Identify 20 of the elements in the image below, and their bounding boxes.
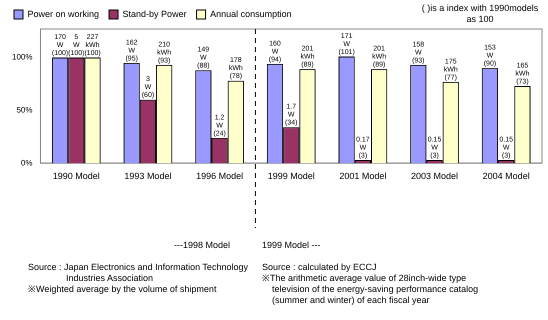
y-tick-label: 100% — [12, 52, 32, 62]
x-tick-label: 1996 Model — [196, 171, 244, 182]
x-tick-label: 1993 Model — [124, 171, 172, 182]
legend-label: Power on working — [28, 8, 100, 19]
x-tick-label: 1999 Model — [268, 171, 315, 182]
x-tick-label: 2001 Model — [339, 171, 386, 182]
text: ---1998 Model — [172, 240, 230, 251]
y-tick-label: 0% — [20, 158, 32, 168]
legend-label: Annual consumption — [210, 8, 292, 19]
y-tick-label: 50% — [16, 106, 32, 115]
legend-label: Stand-by Power — [122, 8, 187, 19]
x-tick-label: 2004 Model — [482, 171, 530, 182]
source-note: Source : calculated by ECCJ — [262, 262, 378, 273]
source-note: Source : Japan Electronics and Information Technology Industries Association — [28, 262, 248, 283]
text: ※The arithmetic average value of 28inch-wide type television of the energy-saving performance catalog (summer and winter) of each fiscal year — [262, 273, 480, 306]
x-tick-label: 1990 Model — [52, 171, 100, 182]
text: ( )is a index with 1990models as 100 — [420, 3, 540, 25]
text: 1999 Model --- — [262, 240, 322, 251]
x-tick-label: 2003 Model — [411, 171, 458, 182]
text: ※Weighted average by the volume of shipment — [28, 284, 218, 295]
